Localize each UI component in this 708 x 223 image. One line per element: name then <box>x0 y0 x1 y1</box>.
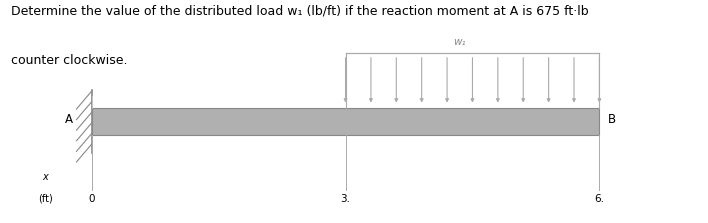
Text: counter clockwise.: counter clockwise. <box>11 54 127 66</box>
Text: x: x <box>42 172 48 182</box>
Text: w₁: w₁ <box>453 37 466 47</box>
Text: 0: 0 <box>88 194 95 204</box>
Text: Determine the value of the distributed load w₁ (lb/ft) if the reaction moment at: Determine the value of the distributed l… <box>11 4 588 17</box>
Text: A: A <box>65 113 73 126</box>
Bar <box>92 107 600 135</box>
Text: 6.: 6. <box>595 194 605 204</box>
Text: (ft): (ft) <box>38 194 52 204</box>
Text: 3.: 3. <box>341 194 350 204</box>
Text: B: B <box>608 113 616 126</box>
